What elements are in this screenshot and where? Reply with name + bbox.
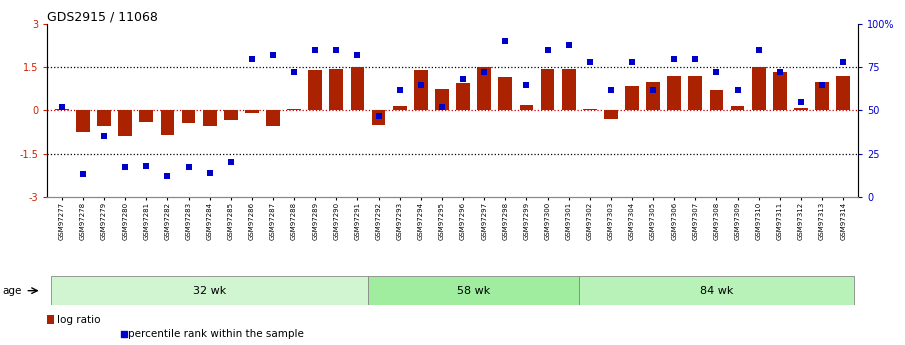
Point bbox=[836, 59, 851, 65]
Text: 58 wk: 58 wk bbox=[457, 286, 491, 296]
Point bbox=[710, 70, 724, 75]
Point bbox=[540, 47, 555, 53]
Text: log ratio: log ratio bbox=[57, 315, 100, 325]
Bar bbox=[836, 76, 850, 110]
Bar bbox=[160, 110, 175, 135]
Bar bbox=[350, 67, 365, 110]
Bar bbox=[287, 109, 301, 110]
Bar bbox=[604, 110, 618, 119]
Point bbox=[519, 82, 534, 87]
Bar bbox=[477, 67, 491, 110]
Point bbox=[117, 331, 131, 337]
Bar bbox=[625, 86, 639, 110]
Point bbox=[118, 165, 132, 170]
Point bbox=[371, 113, 386, 118]
Point bbox=[203, 170, 217, 175]
Point bbox=[434, 104, 449, 110]
Point bbox=[477, 70, 491, 75]
Bar bbox=[456, 83, 470, 110]
Bar bbox=[97, 110, 111, 126]
Bar bbox=[47, 315, 53, 324]
Point bbox=[139, 163, 154, 168]
Bar bbox=[519, 105, 533, 110]
Point bbox=[667, 56, 681, 61]
Bar bbox=[646, 82, 660, 110]
FancyBboxPatch shape bbox=[368, 276, 579, 305]
Bar bbox=[689, 76, 702, 110]
Point bbox=[773, 70, 787, 75]
FancyBboxPatch shape bbox=[579, 276, 853, 305]
Point bbox=[54, 104, 69, 110]
Point bbox=[266, 52, 281, 58]
Point bbox=[814, 82, 829, 87]
Point bbox=[287, 70, 301, 75]
Bar bbox=[710, 90, 723, 110]
Bar bbox=[435, 89, 449, 110]
Bar bbox=[139, 110, 153, 122]
Point bbox=[414, 82, 428, 87]
Bar bbox=[245, 110, 259, 113]
Bar bbox=[752, 67, 766, 110]
Text: 32 wk: 32 wk bbox=[193, 286, 226, 296]
Point bbox=[393, 87, 407, 92]
Bar bbox=[815, 82, 829, 110]
Bar bbox=[393, 106, 406, 110]
Point bbox=[160, 173, 175, 179]
Bar bbox=[583, 109, 596, 110]
Bar bbox=[540, 69, 555, 110]
Bar bbox=[730, 106, 745, 110]
Bar bbox=[372, 110, 386, 125]
Bar bbox=[309, 70, 322, 110]
Point bbox=[456, 77, 471, 82]
Point bbox=[751, 47, 766, 53]
Bar bbox=[55, 109, 69, 110]
Bar bbox=[329, 69, 343, 110]
Point bbox=[624, 59, 639, 65]
Point bbox=[604, 87, 618, 92]
Text: GDS2915 / 11068: GDS2915 / 11068 bbox=[47, 10, 158, 23]
Point bbox=[308, 47, 322, 53]
Bar bbox=[773, 72, 786, 110]
Point bbox=[97, 134, 111, 139]
Point bbox=[224, 159, 238, 165]
Point bbox=[688, 56, 702, 61]
Point bbox=[181, 165, 195, 170]
Text: percentile rank within the sample: percentile rank within the sample bbox=[129, 329, 304, 339]
Bar bbox=[499, 77, 512, 110]
Point bbox=[730, 87, 745, 92]
Point bbox=[561, 42, 576, 48]
Bar bbox=[794, 108, 808, 110]
Text: age: age bbox=[3, 286, 22, 296]
Bar bbox=[119, 110, 132, 136]
Point bbox=[498, 39, 512, 44]
Point bbox=[329, 47, 344, 53]
Bar bbox=[562, 69, 576, 110]
Text: 84 wk: 84 wk bbox=[700, 286, 733, 296]
Bar bbox=[414, 70, 428, 110]
Point bbox=[76, 171, 91, 177]
Bar bbox=[182, 110, 195, 124]
Bar bbox=[76, 110, 90, 132]
Point bbox=[646, 87, 661, 92]
Point bbox=[244, 56, 259, 61]
Bar bbox=[667, 76, 681, 110]
Bar bbox=[203, 110, 216, 126]
Point bbox=[794, 99, 808, 105]
Point bbox=[350, 52, 365, 58]
Bar bbox=[266, 110, 280, 126]
FancyBboxPatch shape bbox=[52, 276, 368, 305]
Point bbox=[583, 59, 597, 65]
Bar bbox=[224, 110, 238, 120]
